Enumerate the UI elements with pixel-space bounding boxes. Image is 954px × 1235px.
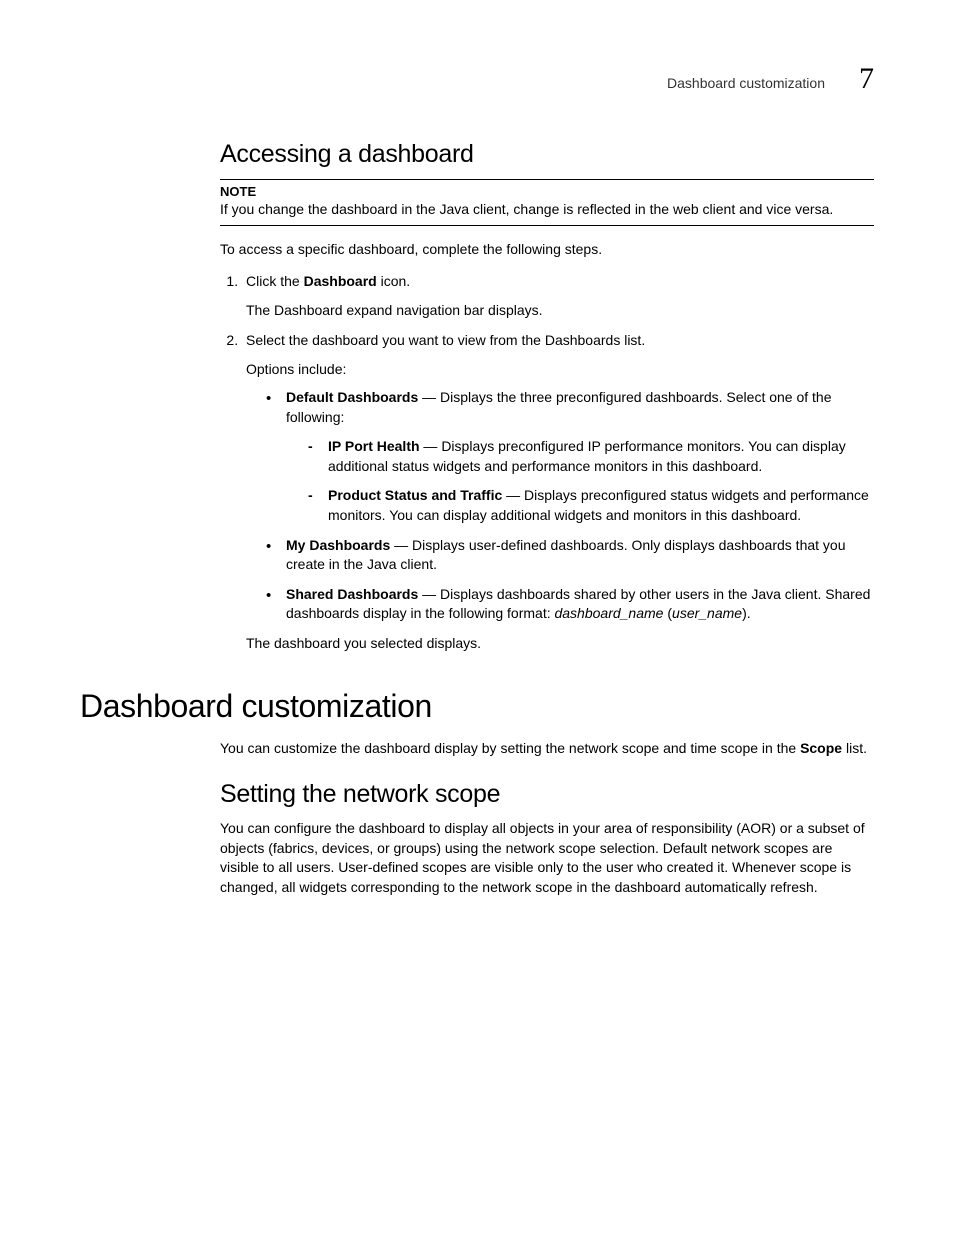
note-label: NOTE (220, 184, 874, 199)
option-default-dashboards: Default Dashboards — Displays the three … (266, 388, 874, 526)
default-suboptions: IP Port Health — Displays preconfigured … (308, 437, 874, 525)
document-page: Dashboard customization 7 Accessing a da… (0, 0, 954, 1235)
running-header: Dashboard customization 7 (667, 62, 874, 96)
step-1: Click the Dashboard icon. The Dashboard … (242, 272, 874, 321)
step2-closing: The dashboard you selected displays. (246, 634, 874, 654)
network-scope-body: You can configure the dashboard to displ… (220, 819, 874, 897)
suboption-product-status: Product Status and Traffic — Displays pr… (308, 486, 874, 525)
step2-options-label: Options include: (246, 360, 874, 380)
heading-dashboard-customization: Dashboard customization (80, 688, 874, 725)
steps-list: Click the Dashboard icon. The Dashboard … (242, 272, 874, 654)
customization-intro: You can customize the dashboard display … (220, 739, 874, 759)
running-header-title: Dashboard customization (667, 75, 825, 91)
suboption-ip-port-health: IP Port Health — Displays preconfigured … (308, 437, 874, 476)
heading-network-scope: Setting the network scope (220, 780, 874, 809)
note-text: If you change the dashboard in the Java … (220, 201, 833, 217)
options-list: Default Dashboards — Displays the three … (266, 388, 874, 624)
intro-paragraph: To access a specific dashboard, complete… (220, 240, 874, 260)
option-shared-dashboards: Shared Dashboards — Displays dashboards … (266, 585, 874, 624)
step2-text: Select the dashboard you want to view fr… (246, 332, 645, 348)
step1-text: Click the Dashboard icon. (246, 273, 410, 289)
customization-content: You can customize the dashboard display … (220, 739, 874, 898)
heading-accessing-dashboard: Accessing a dashboard (220, 140, 874, 169)
step-2: Select the dashboard you want to view fr… (242, 331, 874, 654)
content-area: Accessing a dashboard NOTE If you change… (220, 140, 874, 654)
note-block: NOTE If you change the dashboard in the … (220, 179, 874, 226)
step1-result: The Dashboard expand navigation bar disp… (246, 301, 874, 321)
option-my-dashboards: My Dashboards — Displays user-defined da… (266, 536, 874, 575)
chapter-number: 7 (859, 62, 874, 96)
